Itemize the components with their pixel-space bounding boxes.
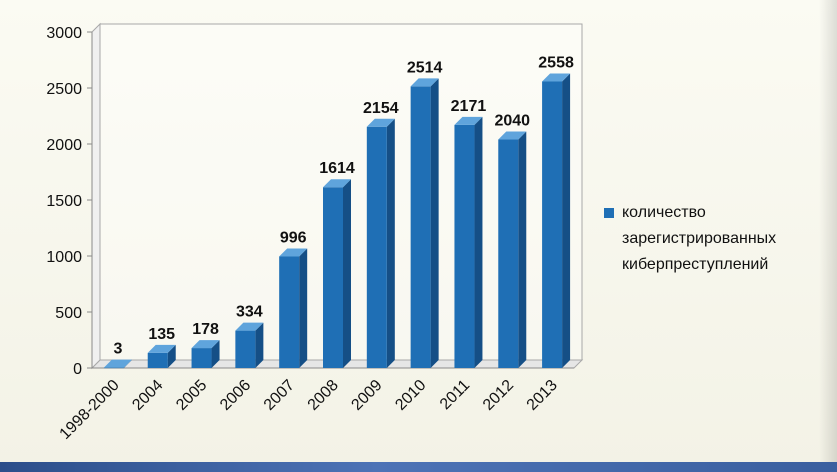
bar — [235, 322, 264, 368]
bar — [323, 179, 351, 368]
y-tick-label: 0 — [73, 361, 82, 378]
legend-line-2: зарегистрированных — [622, 230, 777, 247]
data-label: 1614 — [319, 160, 355, 177]
bar-front-face — [147, 352, 168, 368]
bar-front-face — [366, 126, 387, 368]
plot-side-wall — [91, 22, 101, 370]
legend-line-3: киберпреступлений — [622, 256, 769, 273]
slide-edge-shadow — [819, 0, 837, 462]
bar — [498, 131, 527, 368]
x-tick-label: 2006 — [217, 377, 254, 414]
data-label: 334 — [236, 304, 263, 321]
x-tick-label: 2013 — [524, 377, 561, 414]
bar-front-face — [454, 124, 475, 369]
x-tick-label: 2009 — [348, 377, 385, 414]
x-tick-label: 2010 — [392, 377, 429, 414]
bar-side-face — [255, 322, 264, 368]
bar-top-face — [366, 118, 395, 127]
data-label: 178 — [192, 321, 219, 338]
bar-top-face — [410, 78, 439, 87]
y-tick-label: 500 — [55, 305, 82, 322]
bar — [191, 340, 220, 368]
x-tick-label: 2008 — [305, 377, 342, 414]
y-tick-label: 3000 — [46, 25, 82, 42]
bar-top-face — [498, 131, 527, 140]
bar-top-face — [542, 73, 571, 82]
bar-front-face — [103, 367, 124, 369]
data-label: 135 — [148, 326, 175, 343]
bar-side-face — [299, 248, 308, 368]
bar-side-face — [430, 78, 439, 368]
data-label: 2558 — [538, 55, 574, 72]
bar-top-face — [454, 116, 483, 125]
bar-side-face — [211, 340, 220, 368]
legend-swatch — [604, 208, 614, 218]
bar-side-face — [562, 73, 571, 368]
bar-front-face — [498, 139, 519, 368]
bar-top-face — [279, 248, 308, 257]
x-tick-label: 2012 — [480, 377, 517, 414]
bar-side-face — [386, 118, 395, 368]
bar-front-face — [235, 330, 256, 368]
x-tick-label: 2011 — [437, 377, 473, 413]
bar-front-face — [191, 348, 212, 368]
data-label: 2514 — [407, 59, 443, 76]
bar-front-face — [542, 81, 563, 368]
bar-front-face — [410, 86, 431, 368]
bar-top-face — [191, 340, 220, 349]
legend-label: количество зарегистрированных киберпрест… — [622, 200, 822, 278]
bar — [147, 344, 176, 368]
bar-side-face — [167, 344, 176, 368]
y-tick-label: 2000 — [46, 137, 82, 154]
data-label: 2171 — [451, 98, 487, 115]
bar-side-face — [343, 179, 351, 368]
bar — [542, 73, 571, 368]
data-label: 2154 — [363, 100, 399, 117]
bar-front-face — [323, 187, 343, 368]
bar-top-face — [323, 179, 351, 188]
y-tick-label: 1500 — [46, 193, 82, 210]
slide-bottom-strip — [0, 462, 837, 472]
data-label: 2040 — [494, 113, 530, 130]
y-tick-label: 1000 — [46, 249, 82, 266]
bar-front-face — [279, 256, 300, 368]
x-tick-label: 2004 — [129, 377, 166, 414]
x-tick-label: 2007 — [261, 377, 298, 414]
legend-line-1: количество — [622, 204, 706, 221]
bar — [279, 248, 308, 368]
x-tick-label: 1998-2000 — [57, 377, 123, 443]
bar-top-face — [147, 344, 176, 353]
bar-side-face — [123, 359, 132, 368]
bar-top-face — [103, 359, 132, 368]
data-label: 996 — [280, 229, 307, 246]
bar — [410, 78, 439, 368]
y-tick-label: 2500 — [46, 81, 82, 98]
bar-side-face — [474, 116, 483, 369]
bar-top-face — [235, 322, 264, 331]
bar — [366, 118, 395, 368]
bar-side-face — [518, 131, 527, 368]
x-tick-label: 2005 — [173, 377, 210, 414]
bar — [454, 116, 483, 369]
data-label: 3 — [113, 341, 122, 358]
bar — [103, 359, 132, 369]
